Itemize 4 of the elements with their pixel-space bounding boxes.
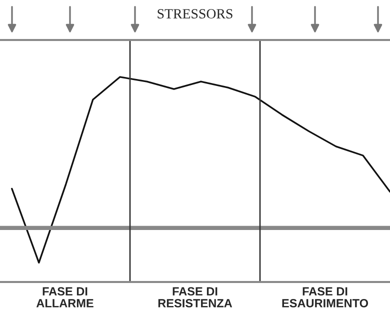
text: FASE DI ALLARME	[36, 287, 94, 308]
text: FASE DI RESISTENZA	[158, 287, 232, 308]
chart-title: STRESSORS	[158, 9, 232, 18]
text: FASE DI ESAURIMENTO	[282, 287, 368, 308]
